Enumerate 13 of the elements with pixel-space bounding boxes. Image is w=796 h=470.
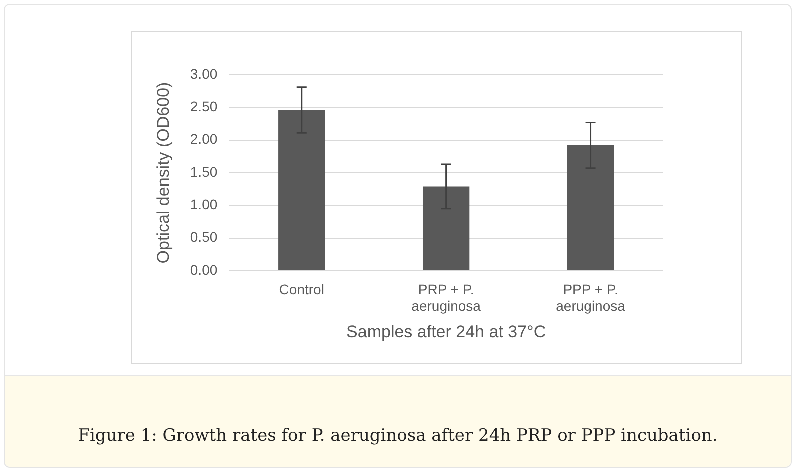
y-tick-label: 3.00 [190, 66, 218, 82]
y-tick-label: 2.50 [190, 98, 218, 115]
y-tick-label: 2.00 [190, 131, 218, 148]
x-axis-title: Samples after 24h at 37°C [346, 322, 546, 342]
y-tick-label: 0.00 [190, 262, 218, 278]
y-axis-title: Optical density (OD600) [154, 82, 173, 264]
x-tick-label: PPP + P. aeruginosa [556, 281, 626, 314]
x-tick-label: Control [279, 281, 324, 298]
y-tick-label: 0.50 [190, 229, 218, 246]
caption: Figure 1: Growth rates for P. aeruginosa after 24h PRP or PPP incubation. [77, 426, 719, 446]
y-tick-label: 1.00 [190, 196, 218, 213]
x-tick-label: PRP + P. aeruginosa [412, 281, 482, 314]
y-tick-label: 1.50 [190, 164, 218, 180]
